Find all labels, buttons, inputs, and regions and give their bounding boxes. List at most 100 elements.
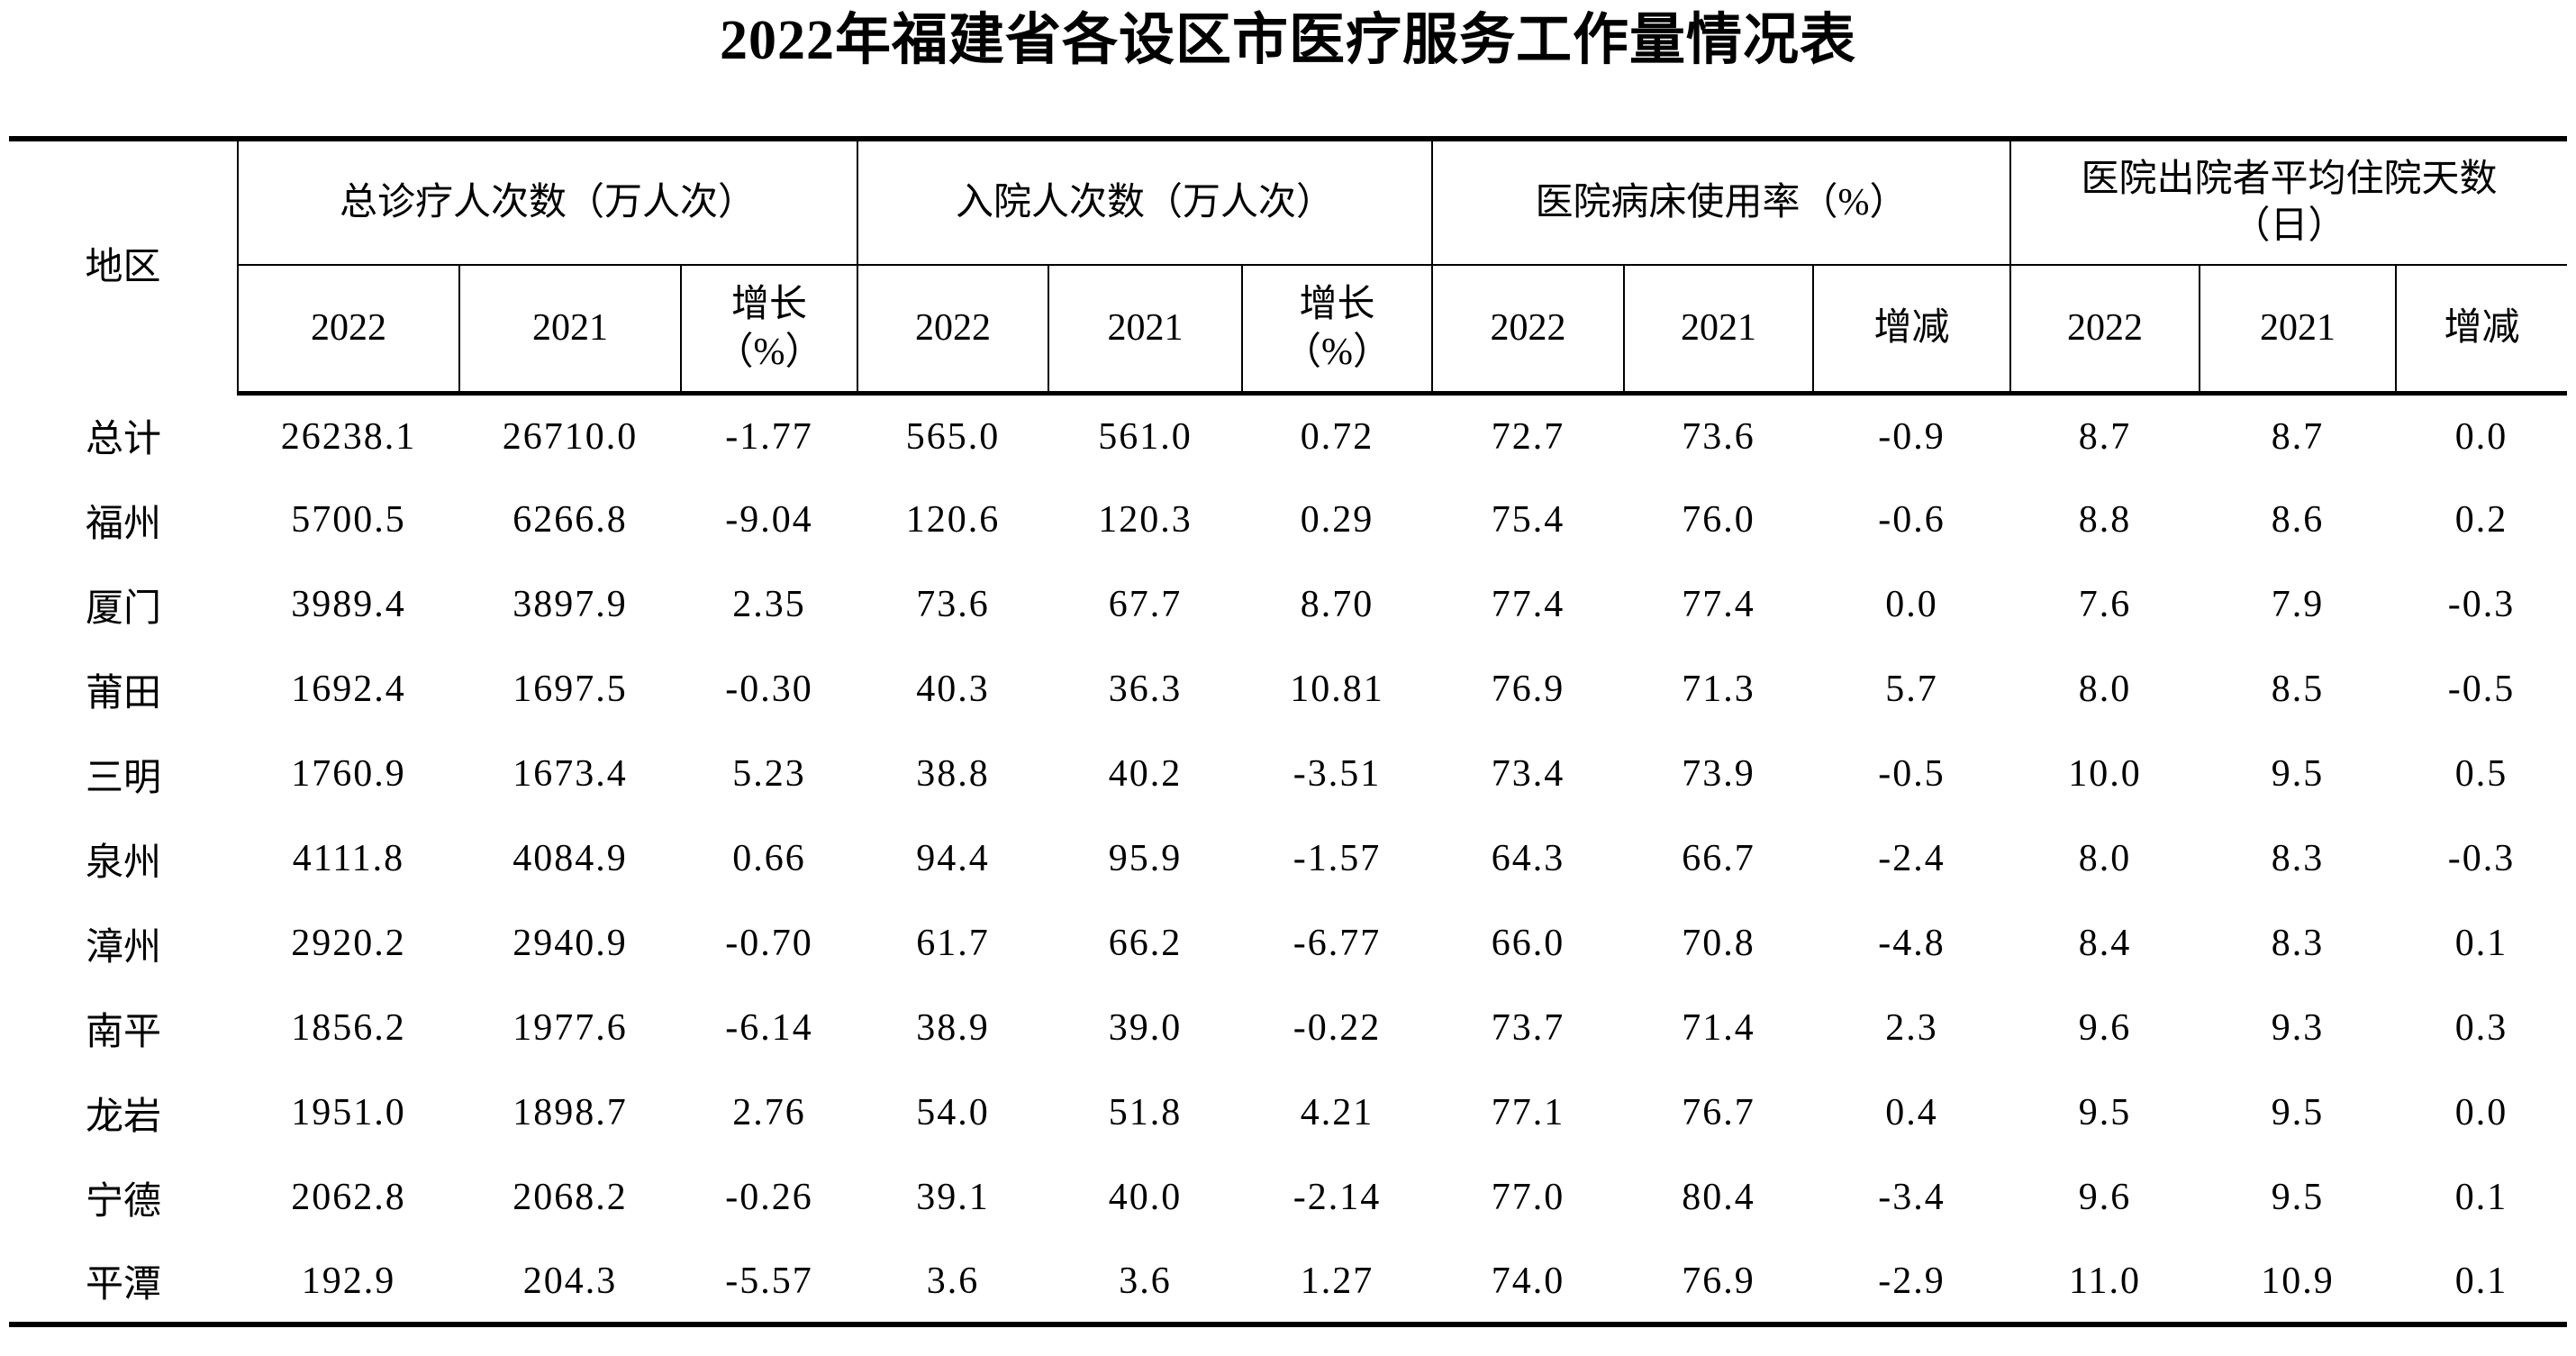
- value-cell: 67.7: [1108, 584, 1183, 626]
- year-header-cell: 2021: [1047, 265, 1243, 396]
- value-cell: 76.9: [1491, 669, 1565, 711]
- value-cell: 10.9: [2261, 1260, 2335, 1302]
- year-header-cell: 2022: [2009, 265, 2201, 396]
- region-cell: 福州: [85, 503, 161, 545]
- value-cell: 0.29: [1300, 499, 1374, 541]
- value-cell: 51.8: [1108, 1092, 1183, 1134]
- table-row: 宁德 2062.8 2068.2 -0.26 39.1 40.0 -2.14 77.0 80.4…: [9, 1155, 2567, 1240]
- page-title: 2022年福建省各设区市医疗服务工作量情况表: [719, 10, 1856, 71]
- value-cell: -0.9: [1878, 415, 1946, 458]
- value-cell: 95.9: [1108, 838, 1183, 880]
- value-cell: -5.57: [725, 1260, 813, 1302]
- value-cell: 120.6: [905, 499, 1001, 541]
- value-cell: 0.4: [1885, 1092, 1938, 1134]
- value-cell: 75.4: [1491, 499, 1565, 541]
- value-cell: 204.3: [522, 1260, 618, 1302]
- value-cell: 40.3: [916, 669, 990, 711]
- region-cell: 三明: [85, 757, 161, 799]
- value-cell: 8.6: [2271, 499, 2325, 541]
- group-header-outpatient-visits: 总诊疗人次数（万人次）: [236, 139, 858, 267]
- value-cell: 66.0: [1491, 923, 1565, 965]
- value-cell: 66.2: [1108, 923, 1183, 965]
- group-header-avg-stay-days: 医院出院者平均住院天数 （日）: [2009, 139, 2568, 267]
- value-cell: 192.9: [301, 1260, 396, 1302]
- value-cell: 120.3: [1098, 499, 1193, 541]
- value-cell: -0.5: [1878, 753, 1946, 796]
- value-cell: 40.0: [1108, 1177, 1183, 1219]
- value-cell: 561.0: [1098, 415, 1193, 458]
- table-row: 泉州 4111.8 4084.9 0.66 94.4 95.9 -1.57 64.3 66.7 -…: [9, 816, 2567, 901]
- value-cell: 36.3: [1108, 669, 1183, 711]
- value-cell: 66.7: [1682, 838, 1755, 880]
- year-header-cell: 2021: [2199, 265, 2398, 396]
- value-cell: 73.6: [916, 584, 990, 626]
- value-cell: 4111.8: [292, 838, 405, 880]
- value-cell: 77.4: [1491, 584, 1565, 626]
- region-cell: 龙岩: [85, 1096, 161, 1138]
- value-cell: 9.5: [2271, 1092, 2325, 1134]
- value-cell: 8.7: [2271, 415, 2325, 458]
- value-cell: 54.0: [916, 1092, 990, 1134]
- value-cell: -0.3: [2447, 584, 2516, 626]
- group-header-row: 地区 总诊疗人次数（万人次） 入院人次数（万人次） 医院病床使用率（%） 医院出…: [8, 139, 2568, 394]
- region-cell: 漳州: [85, 926, 161, 969]
- value-cell: -0.30: [725, 669, 813, 711]
- value-cell: 74.0: [1491, 1260, 1565, 1302]
- value-cell: 0.0: [2454, 415, 2508, 458]
- value-cell: -1.57: [1293, 838, 1382, 880]
- value-cell: 76.7: [1682, 1092, 1755, 1134]
- value-cell: 0.5: [2454, 753, 2508, 796]
- value-cell: 1856.2: [291, 1007, 406, 1050]
- value-cell: 2.3: [1885, 1007, 1938, 1050]
- value-cell: 0.1: [2454, 923, 2508, 965]
- value-cell: 0.1: [2454, 1177, 2508, 1219]
- value-cell: 2062.8: [291, 1177, 406, 1219]
- value-cell: 0.0: [1885, 584, 1938, 626]
- value-cell: -1.77: [725, 415, 813, 458]
- region-cell: 泉州: [85, 842, 161, 884]
- value-cell: 1898.7: [512, 1092, 628, 1134]
- value-cell: 26710.0: [502, 415, 639, 458]
- table-row: 漳州 2920.2 2940.9 -0.70 61.7 66.2 -6.77 66.0 70.8…: [9, 901, 2567, 986]
- value-cell: 70.8: [1682, 923, 1755, 965]
- value-cell: 77.0: [1491, 1177, 1565, 1219]
- value-cell: 9.5: [2078, 1092, 2132, 1134]
- value-cell: 1692.4: [291, 669, 406, 711]
- year-header-cell: 2021: [458, 265, 682, 396]
- value-cell: -4.8: [1878, 923, 1946, 965]
- year-header-cell: 2022: [856, 265, 1049, 396]
- value-cell: 0.0: [2454, 1092, 2508, 1134]
- value-cell: 72.7: [1491, 415, 1565, 458]
- value-cell: 8.4: [2078, 923, 2132, 965]
- value-cell: 0.1: [2454, 1260, 2508, 1302]
- year-header-cell: 2022: [1431, 265, 1626, 396]
- value-cell: 38.9: [916, 1007, 990, 1050]
- value-cell: 40.2: [1108, 753, 1183, 796]
- table-body: 总计 26238.1 26710.0 -1.77 565.0 561.0 0.72 72.7 7…: [9, 393, 2567, 1324]
- value-cell: 1760.9: [291, 753, 406, 796]
- growth-header-cell: 增长 （%）: [679, 265, 858, 396]
- value-cell: 1977.6: [512, 1007, 628, 1050]
- table-row: 南平 1856.2 1977.6 -6.14 38.9 39.0 -0.22 73.7 71.4…: [9, 986, 2567, 1070]
- region-header-cell: 地区: [8, 139, 239, 394]
- value-cell: 3897.9: [512, 584, 628, 626]
- value-cell: 71.4: [1682, 1007, 1755, 1050]
- sub-header-row: 2022 2021 增长 （%） 2022 2021 增长 （%） 2022 2…: [9, 265, 2568, 396]
- value-cell: 80.4: [1682, 1177, 1755, 1219]
- value-cell: 39.1: [916, 1177, 990, 1219]
- growth-header-cell: 增长 （%）: [1240, 265, 1434, 396]
- value-cell: 9.6: [2078, 1007, 2132, 1050]
- value-cell: -0.70: [725, 923, 813, 965]
- value-cell: 1.27: [1300, 1260, 1374, 1302]
- year-header-cell: 2022: [236, 265, 460, 396]
- document-page: 2022年福建省各设区市医疗服务工作量情况表 地区 总诊疗人次数（万人次） 入院…: [0, 9, 2576, 1356]
- value-cell: -9.04: [725, 499, 813, 541]
- value-cell: 8.3: [2271, 838, 2325, 880]
- value-cell: 565.0: [905, 415, 1001, 458]
- value-cell: 9.6: [2078, 1177, 2132, 1219]
- table-row: 平潭 192.9 204.3 -5.57 3.6 3.6 1.27 74.0 76.9 -2.9 1…: [9, 1240, 2567, 1324]
- table-row: 三明 1760.9 1673.4 5.23 38.8 40.2 -3.51 73.4 73.9 -…: [9, 732, 2567, 816]
- value-cell: 11.0: [2069, 1260, 2141, 1302]
- year-header-cell: 2021: [1623, 265, 1815, 396]
- value-cell: 8.5: [2271, 669, 2325, 711]
